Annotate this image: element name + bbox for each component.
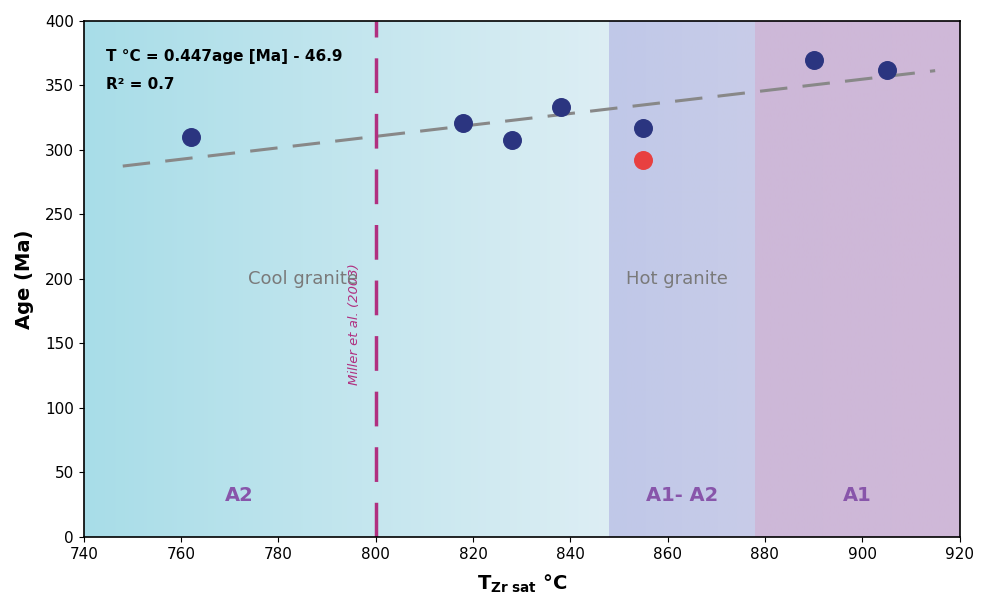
Point	[183, 132, 199, 142]
Text: A1: A1	[843, 486, 871, 505]
Text: A2: A2	[225, 486, 254, 505]
Point	[553, 102, 569, 112]
Point	[504, 135, 520, 145]
Text: Hot granite: Hot granite	[626, 270, 728, 288]
Text: A1- A2: A1- A2	[646, 486, 718, 505]
Y-axis label: Age (Ma): Age (Ma)	[15, 229, 34, 329]
Point	[635, 156, 651, 165]
X-axis label: $\mathbf{T}_{\mathbf{Zr\ sat}}\ \mathbf{°C}$: $\mathbf{T}_{\mathbf{Zr\ sat}}\ \mathbf{…	[477, 573, 567, 595]
Text: R² = 0.7: R² = 0.7	[106, 77, 174, 92]
Point	[878, 65, 894, 75]
Point	[635, 123, 651, 133]
Text: Cool granite: Cool granite	[248, 270, 358, 288]
Point	[806, 55, 822, 65]
Text: Miller et al. (2003): Miller et al. (2003)	[348, 263, 361, 385]
Text: T °C = 0.447age [Ma] - 46.9: T °C = 0.447age [Ma] - 46.9	[106, 49, 342, 65]
Point	[455, 118, 471, 127]
